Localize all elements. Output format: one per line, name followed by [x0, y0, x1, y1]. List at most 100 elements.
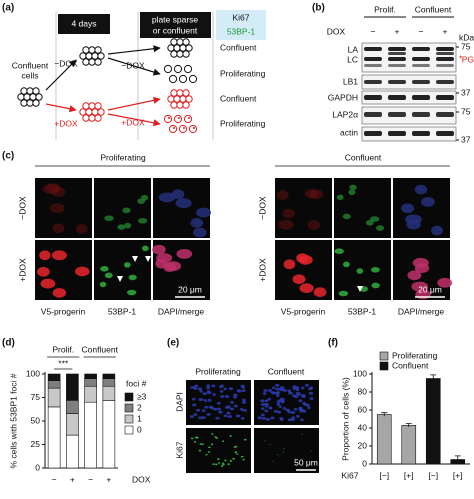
nucleus [229, 407, 235, 411]
nucleus [264, 399, 269, 403]
nucleus [263, 389, 268, 392]
nucleus [301, 433, 303, 436]
nucleus [224, 405, 230, 409]
blot-band [436, 112, 454, 117]
nucleus [40, 278, 56, 289]
cell-focus [168, 117, 170, 119]
nucleus [370, 267, 380, 273]
cell [94, 114, 102, 122]
treatment-label: +DOX [54, 118, 78, 128]
nucleus [282, 208, 295, 219]
column-label: 53BP-1 [108, 306, 137, 316]
nucleus [241, 400, 247, 404]
nucleus [141, 245, 149, 252]
nucleus [260, 403, 266, 406]
nucleus [287, 418, 292, 422]
cell-focus [193, 127, 195, 129]
blot-band [436, 95, 454, 100]
outcome-label: Confluent [220, 42, 257, 52]
error-bar [405, 423, 412, 428]
stain-box [216, 10, 266, 40]
cell [94, 46, 102, 54]
blot-band [412, 64, 430, 67]
marker-label: 75 [461, 106, 471, 116]
cell [176, 89, 184, 97]
nucleus [207, 398, 212, 402]
row-label: −DOX [257, 196, 267, 220]
nucleus [228, 387, 234, 391]
nucleus [194, 384, 199, 388]
time-box [58, 14, 110, 34]
cell [182, 50, 190, 58]
outcome-label: Proliferating [220, 118, 266, 128]
nucleus [298, 407, 303, 411]
rule [107, 57, 161, 76]
cell [179, 44, 187, 52]
bar-segment [47, 380, 61, 389]
nucleus [128, 274, 137, 281]
error-bar [430, 374, 437, 383]
row-label: Ki67 [174, 441, 184, 458]
blot-band [436, 47, 454, 51]
group-label: Confluent [82, 344, 119, 354]
rule [107, 96, 161, 111]
nucleus [263, 440, 266, 442]
nucleus [292, 394, 297, 398]
nucleus [242, 458, 245, 461]
legend-label: 1 [137, 413, 142, 423]
blot-band [412, 57, 430, 61]
legend-label: 2 [137, 402, 142, 412]
nucleus [356, 268, 364, 274]
cell [170, 101, 178, 109]
nucleus [242, 398, 246, 402]
nucleus [274, 383, 280, 387]
outcome-label: Proliferating [220, 68, 266, 78]
panel-label: (f) [328, 338, 338, 349]
nucleus [276, 410, 282, 414]
nucleus [313, 287, 327, 298]
cell [182, 38, 190, 46]
nucleus [211, 384, 216, 388]
cell [167, 95, 175, 103]
cell [79, 108, 87, 116]
cell [20, 87, 28, 95]
protein-label: LAP2α [332, 109, 358, 119]
nucleus [210, 443, 214, 446]
cell [163, 64, 173, 74]
nucleus [232, 457, 235, 460]
nucleus [304, 383, 309, 387]
nucleus [307, 387, 313, 391]
nucleus [369, 216, 380, 222]
nucleus [213, 407, 218, 411]
cell [82, 58, 90, 66]
cell [26, 87, 34, 95]
blot-band [388, 131, 406, 136]
cell [188, 74, 198, 84]
blot-band [436, 131, 454, 136]
marker-label: 37 [461, 87, 471, 97]
bar-segment [47, 373, 61, 381]
stain-label: 53BP-1 [227, 26, 256, 36]
time-label: 4 days [71, 18, 96, 28]
nucleus [243, 438, 247, 441]
nucleus [257, 416, 263, 420]
nucleus [342, 261, 350, 268]
blot-band [388, 80, 406, 84]
dox-sign: − [419, 26, 424, 36]
nucleus [302, 409, 307, 413]
bar-segment [102, 400, 116, 469]
blot-frame [361, 106, 457, 125]
nucleus [201, 443, 204, 446]
nucleus [215, 416, 220, 420]
legend-swatch [379, 351, 389, 361]
nucleus [117, 224, 126, 230]
nucleus [75, 266, 90, 277]
nucleus [307, 220, 321, 230]
nucleus [195, 408, 201, 412]
plating-label: or confluent [153, 25, 198, 35]
treatment-label: −DOX [54, 58, 78, 68]
panel-label: (d) [2, 338, 15, 349]
nucleus [222, 462, 225, 465]
nucleus [190, 218, 204, 228]
